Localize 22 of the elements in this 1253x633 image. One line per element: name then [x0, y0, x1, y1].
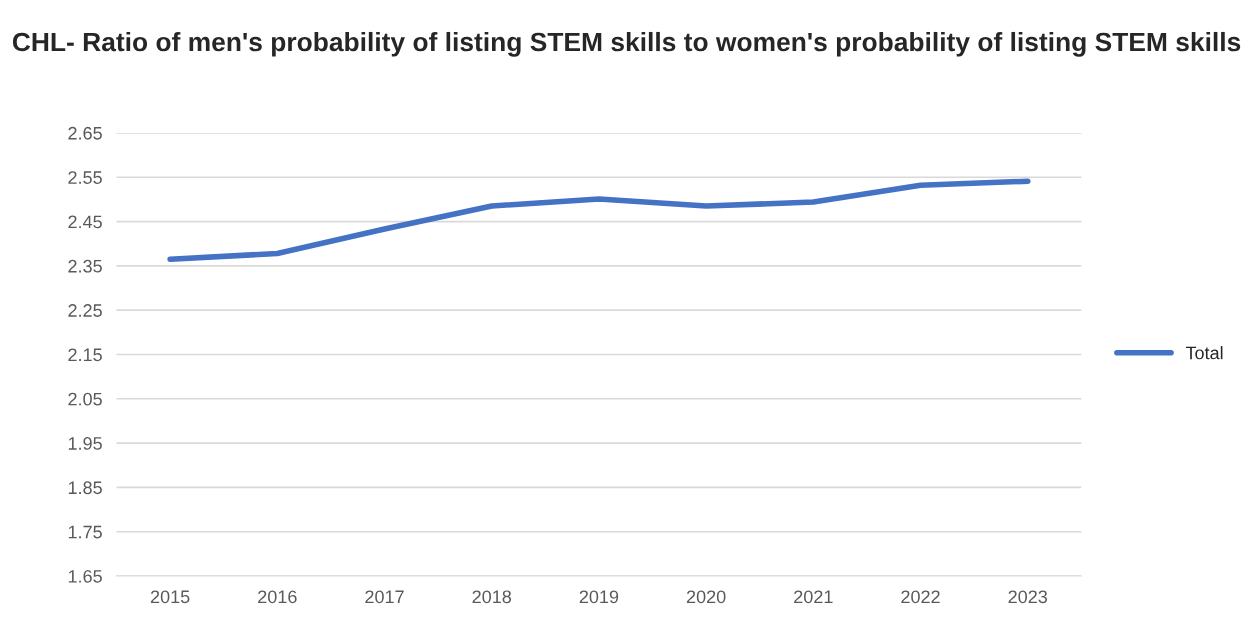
y-tick-label: 1.65: [68, 569, 102, 583]
y-tick-label: 2.05: [68, 392, 102, 406]
chart-title: CHL- Ratio of men's probability of listing STEM skills to women's probability of listing STEM skills: [12, 31, 1241, 57]
y-tick-label: 2.25: [68, 304, 102, 317]
y-tick-label: 2.45: [68, 215, 102, 229]
y-tick-label: 2.15: [68, 348, 102, 362]
y-tick-label: 1.75: [68, 525, 102, 539]
x-tick-label: 2022: [901, 590, 940, 604]
x-tick-label: 2021: [794, 590, 833, 604]
legend-label: Total: [1185, 346, 1223, 360]
x-tick-label: 2018: [472, 590, 512, 604]
y-tick-label: 2.55: [68, 171, 102, 184]
y-tick-label: 2.35: [68, 259, 102, 273]
y-tick-label: 2.65: [68, 126, 102, 140]
x-tick-label: 2017: [365, 590, 404, 604]
x-tick-label: 2023: [1008, 590, 1048, 604]
x-tick-label: 2016: [258, 590, 297, 604]
x-tick-label: 2015: [150, 590, 190, 604]
x-tick-label: 2019: [579, 590, 619, 604]
y-tick-label: 1.85: [68, 481, 102, 495]
y-tick-label: 1.95: [68, 437, 102, 450]
x-tick-label: 2020: [686, 590, 726, 604]
